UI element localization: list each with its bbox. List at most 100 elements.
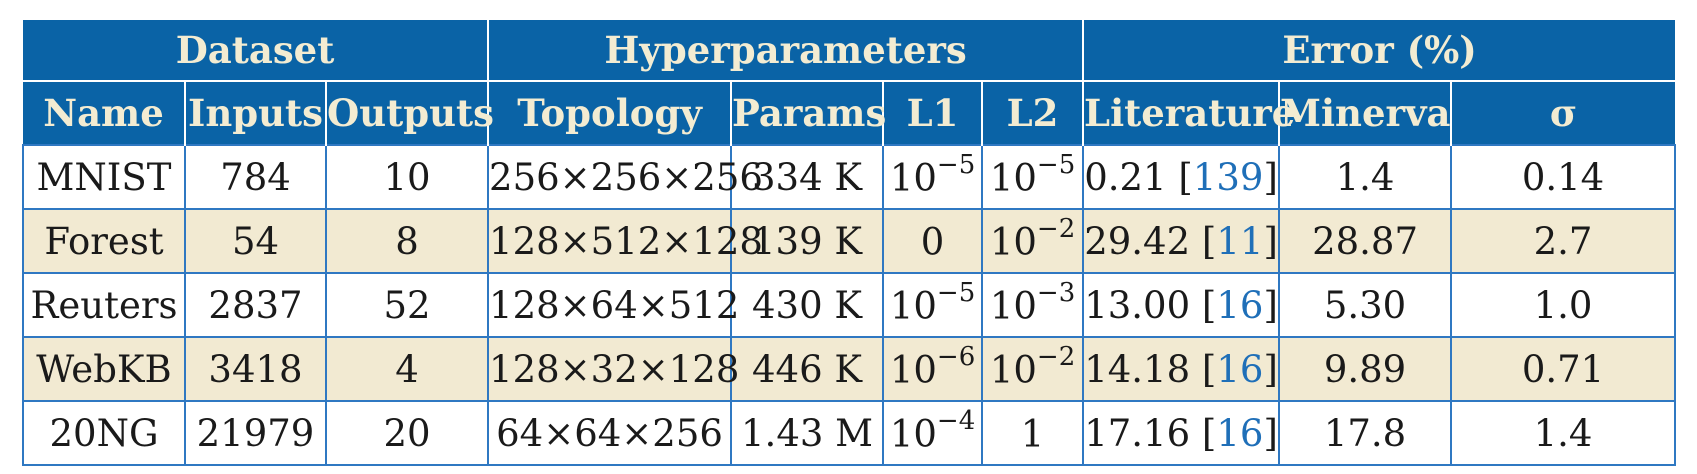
cell-sigma: 1.0 [1451,273,1675,337]
cell-sigma: 0.71 [1451,337,1675,401]
cell-literature: 29.42 [11] [1083,209,1279,273]
cell-l2: 10−5 [982,145,1083,209]
col-inputs: Inputs [185,81,326,145]
cell-l2: 10−2 [982,209,1083,273]
cell-minerva: 5.30 [1279,273,1451,337]
cell-name: Forest [23,209,185,273]
cell-params: 139 K [731,209,883,273]
cell-inputs: 784 [185,145,326,209]
literature-value: 13.00 [1084,284,1190,327]
l2-base: 10 [990,221,1037,264]
cell-topology: 128×64×512 [488,273,731,337]
cell-outputs: 52 [326,273,488,337]
cell-inputs: 2837 [185,273,326,337]
cell-sigma: 0.14 [1451,145,1675,209]
col-topology: Topology [488,81,731,145]
cell-l2: 10−2 [982,337,1083,401]
citation-link[interactable]: 139 [1193,156,1264,199]
cell-literature: 13.00 [16] [1083,273,1279,337]
col-outputs: Outputs [326,81,488,145]
cell-name: WebKB [23,337,185,401]
cell-literature: 0.21 [139] [1083,145,1279,209]
l2-base: 1 [1021,413,1045,456]
cell-literature: 17.16 [16] [1083,401,1279,465]
cell-l1: 10−4 [883,401,982,465]
col-name: Name [23,81,185,145]
l2-base: 10 [990,349,1037,392]
literature-value: 17.16 [1084,412,1190,455]
literature-value: 0.21 [1084,156,1166,199]
col-sigma: σ [1451,81,1675,145]
cell-outputs: 8 [326,209,488,273]
cell-inputs: 21979 [185,401,326,465]
l2-exponent: −3 [1037,278,1075,308]
cell-params: 446 K [731,337,883,401]
cell-topology: 128×512×128 [488,209,731,273]
column-header-row: Name Inputs Outputs Topology Params L1 L… [23,81,1675,145]
cell-minerva: 1.4 [1279,145,1451,209]
group-dataset: Dataset [23,20,488,81]
l1-base: 10 [890,413,937,456]
cell-topology: 128×32×128 [488,337,731,401]
cell-l2: 1 [982,401,1083,465]
citation-link[interactable]: 11 [1216,220,1263,263]
col-params: Params [731,81,883,145]
col-l2: L2 [982,81,1083,145]
l1-exponent: −6 [937,342,975,372]
l1-exponent: −4 [937,406,975,436]
cell-name: Reuters [23,273,185,337]
cell-params: 1.43 M [731,401,883,465]
l2-exponent: −2 [1037,214,1075,244]
l1-base: 10 [890,349,937,392]
cell-l1: 0 [883,209,982,273]
cell-inputs: 3418 [185,337,326,401]
cell-name: MNIST [23,145,185,209]
literature-value: 14.18 [1084,348,1190,391]
cell-minerva: 17.8 [1279,401,1451,465]
table-row: Reuters 2837 52 128×64×512 430 K 10−5 10… [23,273,1675,337]
l1-exponent: −5 [937,150,975,180]
l2-base: 10 [990,285,1037,328]
table-row: WebKB 3418 4 128×32×128 446 K 10−6 10−2 … [23,337,1675,401]
l2-exponent: −2 [1037,342,1075,372]
cell-l1: 10−5 [883,145,982,209]
results-table: Dataset Hyperparameters Error (%) Name I… [22,20,1676,466]
cell-params: 430 K [731,273,883,337]
l1-base: 10 [890,157,937,200]
cell-outputs: 10 [326,145,488,209]
cell-minerva: 28.87 [1279,209,1451,273]
cell-l1: 10−6 [883,337,982,401]
l1-base: 10 [890,285,937,328]
group-hyperparameters: Hyperparameters [488,20,1083,81]
col-minerva: Minerva [1279,81,1451,145]
citation-link[interactable]: 16 [1216,412,1263,455]
citation-link[interactable]: 16 [1216,348,1263,391]
cell-inputs: 54 [185,209,326,273]
cell-minerva: 9.89 [1279,337,1451,401]
table-row: MNIST 784 10 256×256×256 334 K 10−5 10−5… [23,145,1675,209]
table-body: MNIST 784 10 256×256×256 334 K 10−5 10−5… [23,145,1675,465]
table-header: Dataset Hyperparameters Error (%) Name I… [23,20,1675,145]
cell-outputs: 20 [326,401,488,465]
cell-name: 20NG [23,401,185,465]
cell-params: 334 K [731,145,883,209]
table-row: 20NG 21979 20 64×64×256 1.43 M 10−4 1 17… [23,401,1675,465]
citation-link[interactable]: 16 [1216,284,1263,327]
group-header-row: Dataset Hyperparameters Error (%) [23,20,1675,81]
cell-sigma: 2.7 [1451,209,1675,273]
col-l1: L1 [883,81,982,145]
cell-sigma: 1.4 [1451,401,1675,465]
group-error: Error (%) [1083,20,1675,81]
cell-outputs: 4 [326,337,488,401]
cell-l2: 10−3 [982,273,1083,337]
literature-value: 29.42 [1084,220,1190,263]
cell-literature: 14.18 [16] [1083,337,1279,401]
l2-exponent: −5 [1037,150,1075,180]
l1-exponent: −5 [937,278,975,308]
cell-l1: 10−5 [883,273,982,337]
cell-topology: 64×64×256 [488,401,731,465]
table-row: Forest 54 8 128×512×128 139 K 0 10−2 29.… [23,209,1675,273]
col-literature: Literature [1083,81,1279,145]
l2-base: 10 [990,157,1037,200]
cell-topology: 256×256×256 [488,145,731,209]
